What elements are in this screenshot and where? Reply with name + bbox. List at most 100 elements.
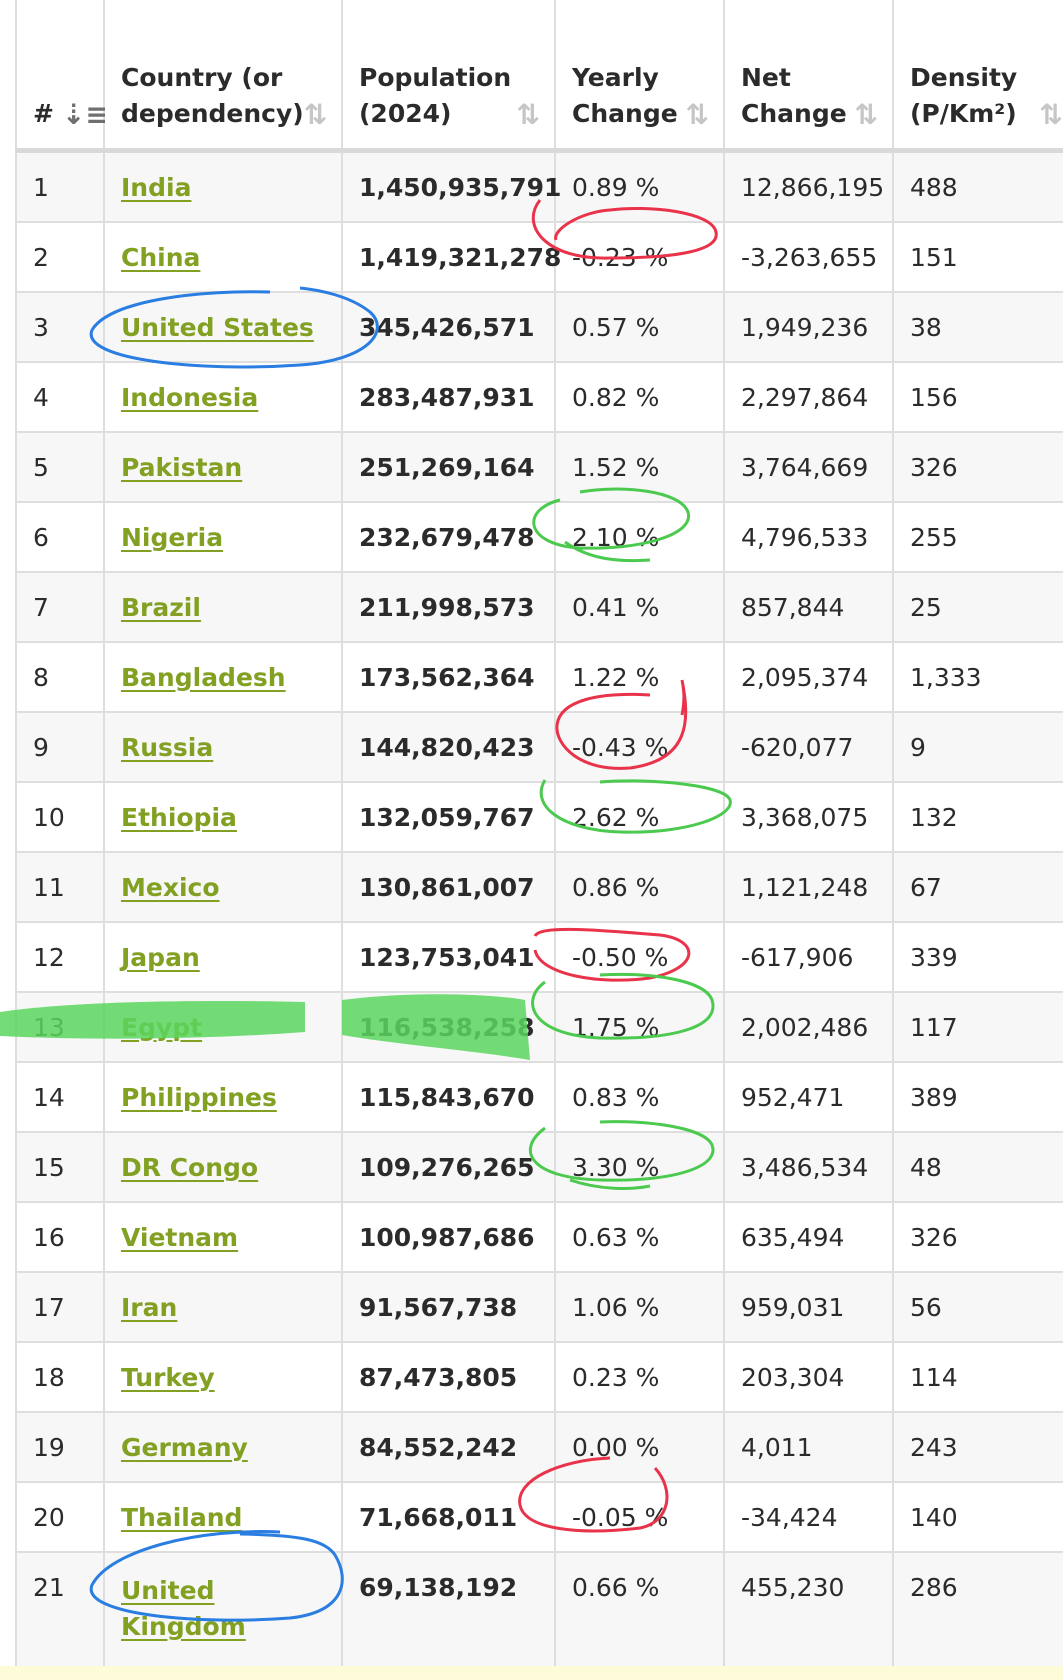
population-cell: 71,668,011	[342, 1482, 556, 1553]
rank-cell: 21	[15, 1552, 105, 1680]
density-cell: 326	[893, 1202, 1063, 1273]
net-change-cell: -3,263,655	[724, 222, 894, 293]
net-change-cell: -620,077	[724, 712, 894, 783]
yearly-change-cell: 1.06 %	[555, 1272, 725, 1343]
column-header-yearly-change[interactable]: Yearly Change ⇅	[555, 0, 725, 153]
country-link[interactable]: Russia	[121, 732, 214, 762]
sort-icon[interactable]: ⇅	[685, 98, 709, 131]
population-cell: 116,538,258	[342, 992, 556, 1063]
sort-icon[interactable]: ⇅	[854, 98, 878, 131]
country-link[interactable]: DR Congo	[121, 1152, 259, 1182]
country-cell: Bangladesh	[104, 642, 343, 713]
column-header-density[interactable]: Density (P/Km²) ⇅	[893, 0, 1063, 153]
country-link[interactable]: United Kingdom	[121, 1576, 246, 1641]
country-link[interactable]: Bangladesh	[121, 662, 286, 692]
density-cell: 140	[893, 1482, 1063, 1553]
country-cell: United States	[104, 292, 343, 363]
population-cell: 1,450,935,791	[342, 150, 561, 223]
country-cell: Turkey	[104, 1342, 343, 1413]
net-change-cell: 3,764,669	[724, 432, 894, 503]
country-cell: United Kingdom	[104, 1552, 343, 1680]
column-header-population-line1: Population	[359, 63, 512, 92]
country-link[interactable]: Mexico	[121, 872, 220, 902]
density-cell: 389	[893, 1062, 1063, 1133]
country-cell: Ethiopia	[104, 782, 343, 853]
country-cell: Iran	[104, 1272, 343, 1343]
yearly-change-cell: 0.82 %	[555, 362, 725, 433]
table-row: 15 DR Congo 109,276,265 3.30 % 3,486,534 48	[15, 1132, 1063, 1203]
density-cell: 114	[893, 1342, 1063, 1413]
country-link[interactable]: Brazil	[121, 592, 201, 622]
rank-cell: 19	[15, 1412, 105, 1483]
table-body: 1 India 1,450,935,791 0.89 % 12,866,195 488 2 C…	[15, 150, 1063, 1680]
column-header-country[interactable]: Country (or dependency) ⇅	[104, 0, 343, 153]
sort-icon[interactable]: ⇅	[516, 98, 540, 131]
rank-cell: 13	[15, 992, 105, 1063]
country-link[interactable]: Turkey	[121, 1362, 215, 1392]
net-change-cell: 2,297,864	[724, 362, 894, 433]
rank-cell: 8	[15, 642, 105, 713]
yearly-change-cell: 3.30 %	[555, 1132, 725, 1203]
column-header-net-change[interactable]: Net Change ⇅	[724, 0, 894, 153]
country-link[interactable]: India	[121, 172, 192, 202]
country-link[interactable]: Philippines	[121, 1082, 277, 1112]
country-link[interactable]: Vietnam	[121, 1222, 239, 1252]
column-header-yearly-line2: Change	[572, 99, 678, 128]
column-header-population[interactable]: Population (2024) ⇅	[342, 0, 556, 153]
country-link[interactable]: Thailand	[121, 1502, 243, 1532]
density-cell: 1,333	[893, 642, 1063, 713]
country-link[interactable]: Egypt	[121, 1012, 203, 1042]
yearly-change-cell: 2.62 %	[555, 782, 725, 853]
country-link[interactable]: Pakistan	[121, 452, 243, 482]
table-row: 4 Indonesia 283,487,931 0.82 % 2,297,864 156	[15, 362, 1063, 433]
rank-cell: 1	[15, 150, 105, 223]
table-row: 21 United Kingdom 69,138,192 0.66 % 455,230 2…	[15, 1552, 1063, 1680]
population-cell: 130,861,007	[342, 852, 556, 923]
column-header-net-line1: Net	[741, 63, 791, 92]
country-cell: India	[104, 150, 343, 223]
column-header-country-line2: dependency)	[121, 99, 304, 128]
density-cell: 243	[893, 1412, 1063, 1483]
density-cell: 9	[893, 712, 1063, 783]
sort-amount-desc-icon[interactable]: ⇣≡	[61, 98, 109, 131]
rank-cell: 20	[15, 1482, 105, 1553]
yearly-change-cell: -0.50 %	[555, 922, 725, 993]
net-change-cell: 952,471	[724, 1062, 894, 1133]
country-link[interactable]: Nigeria	[121, 522, 224, 552]
country-link[interactable]: Japan	[121, 942, 200, 972]
table-row: 7 Brazil 211,998,573 0.41 % 857,844 25	[15, 572, 1063, 643]
table-row: 14 Philippines 115,843,670 0.83 % 952,471 389	[15, 1062, 1063, 1133]
country-link[interactable]: Ethiopia	[121, 802, 237, 832]
table-row: 5 Pakistan 251,269,164 1.52 % 3,764,669 326	[15, 432, 1063, 503]
net-change-cell: 4,796,533	[724, 502, 894, 573]
population-cell: 283,487,931	[342, 362, 556, 433]
country-cell: China	[104, 222, 343, 293]
country-cell: Vietnam	[104, 1202, 343, 1273]
country-cell: Nigeria	[104, 502, 343, 573]
column-header-population-line2: (2024)	[359, 99, 452, 128]
rank-cell: 15	[15, 1132, 105, 1203]
yearly-change-cell: 1.75 %	[555, 992, 725, 1063]
country-link[interactable]: Indonesia	[121, 382, 259, 412]
column-header-rank[interactable]: # ⇣≡	[15, 0, 109, 153]
density-cell: 25	[893, 572, 1063, 643]
yearly-change-cell: -0.23 %	[555, 222, 725, 293]
density-cell: 255	[893, 502, 1063, 573]
sort-icon[interactable]: ⇅	[1039, 98, 1063, 131]
net-change-cell: -617,906	[724, 922, 894, 993]
population-cell: 1,419,321,278	[342, 222, 561, 293]
rank-cell: 14	[15, 1062, 105, 1133]
sort-icon[interactable]: ⇅	[303, 98, 328, 131]
net-change-cell: 1,121,248	[724, 852, 894, 923]
density-cell: 339	[893, 922, 1063, 993]
country-link[interactable]: United States	[121, 312, 314, 342]
country-cell: Egypt	[104, 992, 343, 1063]
country-link[interactable]: Iran	[121, 1292, 178, 1322]
rank-cell: 5	[15, 432, 105, 503]
rank-cell: 18	[15, 1342, 105, 1413]
country-link[interactable]: China	[121, 242, 201, 272]
density-cell: 488	[893, 150, 1063, 223]
country-link[interactable]: Germany	[121, 1432, 248, 1462]
net-change-cell: 203,304	[724, 1342, 894, 1413]
yearly-change-cell: 0.41 %	[555, 572, 725, 643]
